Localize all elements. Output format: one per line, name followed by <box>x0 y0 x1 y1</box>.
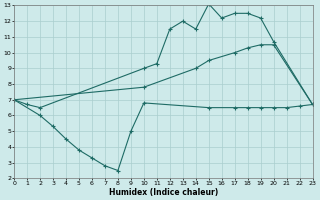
X-axis label: Humidex (Indice chaleur): Humidex (Indice chaleur) <box>109 188 218 197</box>
